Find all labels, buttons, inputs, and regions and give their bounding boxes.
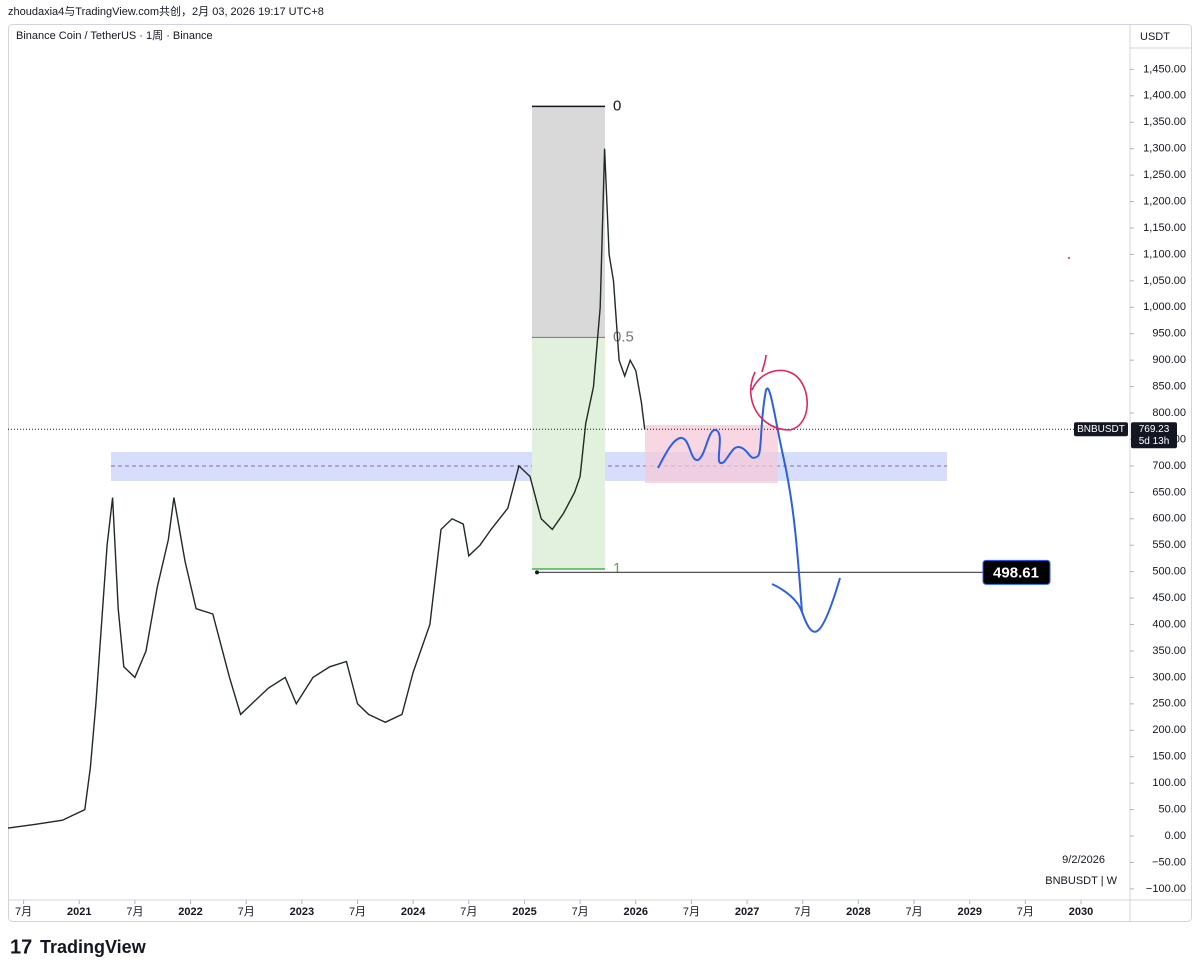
y-tick-label: 1,450.00 bbox=[1143, 63, 1186, 75]
x-tick-label: 7月 bbox=[1017, 906, 1034, 918]
y-tick-label: 1,200.00 bbox=[1143, 195, 1186, 207]
x-tick-label: 2022 bbox=[178, 906, 202, 918]
y-tick-label: 800.00 bbox=[1152, 407, 1186, 419]
y-tick-label: 350.00 bbox=[1152, 645, 1186, 657]
x-tick-label: 2029 bbox=[957, 906, 981, 918]
y-tick-label: 650.00 bbox=[1152, 486, 1186, 498]
y-tick-label: 1,400.00 bbox=[1143, 90, 1186, 102]
y-tick-label: 1,150.00 bbox=[1143, 222, 1186, 234]
y-tick-label: 550.00 bbox=[1152, 539, 1186, 551]
y-tick-label: 1,000.00 bbox=[1143, 301, 1186, 313]
x-tick-label: 2027 bbox=[735, 906, 759, 918]
target-anchor bbox=[535, 570, 539, 575]
y-tick-label: −100.00 bbox=[1146, 883, 1186, 895]
x-tick-label: 7月 bbox=[572, 906, 589, 918]
y-tick-label: 200.00 bbox=[1152, 724, 1186, 736]
date-label: 9/2/2026 bbox=[1062, 854, 1105, 866]
y-tick-label: 400.00 bbox=[1152, 618, 1186, 630]
y-tick-label: 100.00 bbox=[1152, 777, 1186, 789]
y-tick-label: 250.00 bbox=[1152, 698, 1186, 710]
x-tick-label: 7月 bbox=[238, 906, 255, 918]
drawn-dot bbox=[1068, 257, 1070, 259]
fib-upper-zone bbox=[532, 106, 605, 338]
x-tick-label: 2030 bbox=[1069, 906, 1093, 918]
y-tick-label: −50.00 bbox=[1152, 856, 1186, 868]
axis-unit: USDT bbox=[1140, 31, 1170, 43]
fib-label: 0 bbox=[613, 97, 621, 114]
x-tick-label: 7月 bbox=[683, 906, 700, 918]
chart-title: Binance Coin / TetherUS · 1周 · Binance bbox=[16, 29, 213, 42]
x-tick-label: 7月 bbox=[794, 906, 811, 918]
price-tag-text: 769.23 bbox=[1139, 424, 1170, 435]
fib-label: 1 bbox=[613, 560, 621, 577]
price-tag bbox=[1131, 422, 1177, 449]
footer-logo: 17 bbox=[10, 936, 32, 958]
y-tick-label: 850.00 bbox=[1152, 381, 1186, 393]
y-tick-label: 900.00 bbox=[1152, 354, 1186, 366]
drawn-projection bbox=[657, 387, 841, 633]
y-tick-label: 300.00 bbox=[1152, 671, 1186, 683]
y-tick-label: 500.00 bbox=[1152, 566, 1186, 578]
footer bbox=[0, 922, 1200, 974]
y-tick-label: 150.00 bbox=[1152, 751, 1186, 763]
footer-brand: TradingView bbox=[40, 937, 147, 957]
y-tick-label: 1,250.00 bbox=[1143, 169, 1186, 181]
x-tick-label: 2023 bbox=[290, 906, 314, 918]
x-tick-label: 7月 bbox=[349, 906, 366, 918]
price-line bbox=[7, 148, 646, 829]
y-tick-label: 450.00 bbox=[1152, 592, 1186, 604]
x-tick-label: 7月 bbox=[126, 906, 143, 918]
x-tick-label: 7月 bbox=[460, 906, 477, 918]
target-tag bbox=[982, 559, 1051, 585]
x-tick-label: 2024 bbox=[401, 906, 426, 918]
y-tick-label: 1,350.00 bbox=[1143, 116, 1186, 128]
y-tick-label: 1,300.00 bbox=[1143, 143, 1186, 155]
chart-frame bbox=[8, 24, 1192, 922]
x-tick-label: 2021 bbox=[67, 906, 91, 918]
fib-label: 0.5 bbox=[613, 328, 634, 345]
symbol-tag-text: BNBUSDT bbox=[1077, 424, 1125, 435]
x-tick-label: 2025 bbox=[512, 906, 536, 918]
y-tick-label: 1,050.00 bbox=[1143, 275, 1186, 287]
drawn-circle bbox=[749, 354, 808, 431]
header-text: zhoudaxia4与TradingView.com共创，2月 03, 2026… bbox=[8, 5, 324, 18]
y-tick-label: 50.00 bbox=[1158, 803, 1186, 815]
countdown: 5d 13h bbox=[1139, 436, 1170, 447]
fib-lower-zone bbox=[532, 337, 605, 570]
x-tick-label: 2028 bbox=[846, 906, 870, 918]
interval-label: BNBUSDT | W bbox=[1045, 875, 1117, 887]
plot: −100.00 −50.00 0.00 50.00 100.00 150.00 200.00… bbox=[7, 63, 1186, 918]
x-tick-label: 7月 bbox=[905, 906, 922, 918]
target-tag-text: 498.61 bbox=[993, 564, 1039, 581]
y-tick-label: 950.00 bbox=[1152, 328, 1186, 340]
x-tick-label: 2026 bbox=[624, 906, 648, 918]
y-tick-label: 1,100.00 bbox=[1143, 248, 1186, 260]
symbol-tag bbox=[1074, 422, 1128, 437]
y-tick-label: 600.00 bbox=[1152, 513, 1186, 525]
y-tick-label: 0.00 bbox=[1165, 830, 1186, 842]
y-tick-label: 700.00 bbox=[1152, 460, 1186, 472]
x-tick-label: 7月 bbox=[15, 906, 32, 918]
